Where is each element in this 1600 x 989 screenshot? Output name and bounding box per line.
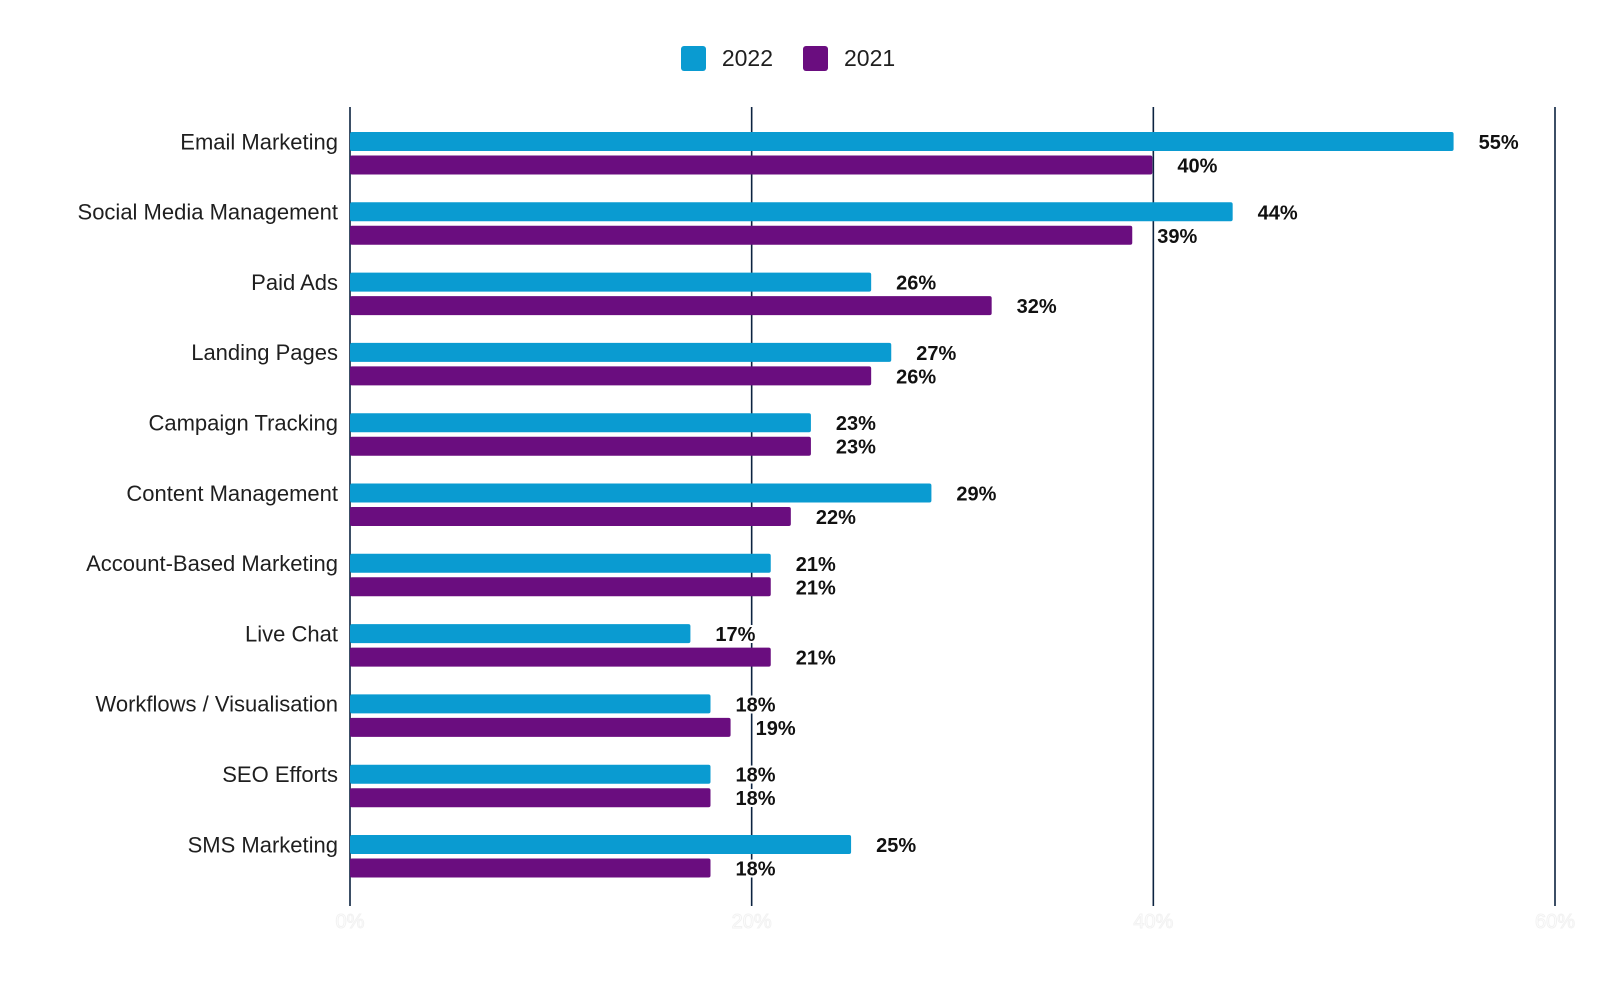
bar-2021 bbox=[350, 155, 1153, 175]
legend-item-2021[interactable]: 2021 bbox=[803, 45, 895, 72]
bar-2022 bbox=[350, 553, 771, 573]
data-label: 19% bbox=[756, 718, 796, 740]
category-label: Live Chat bbox=[245, 621, 338, 646]
category-label: Email Marketing bbox=[180, 129, 338, 154]
legend-label-2021: 2021 bbox=[844, 45, 896, 71]
bar-2022 bbox=[350, 835, 852, 854]
category-label: Account-Based Marketing bbox=[86, 551, 338, 576]
data-label: 23% bbox=[836, 437, 876, 459]
bar-2021 bbox=[350, 225, 1133, 245]
data-label: 18% bbox=[736, 788, 776, 810]
data-label: 44% bbox=[1258, 202, 1298, 224]
data-label: 18% bbox=[736, 694, 776, 716]
bar-2021 bbox=[350, 507, 791, 526]
data-label: 40% bbox=[1177, 156, 1217, 178]
category-label: SMS Marketing bbox=[188, 832, 338, 857]
category-label: Campaign Tracking bbox=[148, 410, 338, 435]
data-label: 18% bbox=[736, 765, 776, 787]
bar-2021 bbox=[350, 858, 711, 878]
bar-2021 bbox=[350, 647, 771, 667]
data-label: 21% bbox=[796, 648, 836, 670]
data-label: 32% bbox=[1017, 296, 1057, 318]
bar-2021 bbox=[350, 296, 992, 316]
legend: 2022 2021 bbox=[0, 45, 1588, 72]
data-label: 39% bbox=[1157, 226, 1197, 248]
data-label: 23% bbox=[836, 413, 876, 435]
data-label: 21% bbox=[796, 577, 836, 599]
bar-2022 bbox=[350, 272, 872, 292]
legend-item-2022[interactable]: 2022 bbox=[680, 45, 773, 72]
category-label: SEO Efforts bbox=[222, 762, 338, 787]
x-tick-label: 60% bbox=[1535, 911, 1575, 933]
data-label: 17% bbox=[715, 624, 755, 646]
data-label: 29% bbox=[956, 484, 996, 506]
data-label: 21% bbox=[796, 554, 836, 576]
x-tick-label: 0% bbox=[336, 911, 365, 933]
data-label: 27% bbox=[916, 343, 956, 365]
data-label: 26% bbox=[896, 366, 936, 388]
bar-2022 bbox=[350, 764, 711, 784]
bar-2021 bbox=[350, 788, 711, 808]
bar-2022 bbox=[350, 694, 711, 714]
bar-2022 bbox=[350, 342, 892, 362]
category-label: Landing Pages bbox=[191, 340, 338, 365]
bar-2021 bbox=[350, 717, 731, 737]
bar-2021 bbox=[350, 366, 872, 386]
bar-2021 bbox=[350, 436, 811, 456]
category-label: Paid Ads bbox=[251, 270, 338, 295]
data-label: 26% bbox=[896, 273, 936, 295]
data-label: 18% bbox=[736, 859, 776, 881]
category-label: Content Management bbox=[126, 481, 338, 506]
bar-2022 bbox=[350, 413, 811, 433]
x-tick-label: 40% bbox=[1133, 911, 1173, 933]
legend-label-2022: 2022 bbox=[721, 45, 773, 71]
legend-swatch-2022 bbox=[680, 46, 706, 71]
category-label: Workflows / Visualisation bbox=[95, 692, 338, 717]
category-label: Social Media Management bbox=[78, 200, 338, 225]
data-label: 22% bbox=[816, 507, 856, 529]
bar-2022 bbox=[350, 483, 932, 503]
data-label: 25% bbox=[876, 835, 916, 857]
bar-2022 bbox=[350, 624, 691, 644]
bar-2022 bbox=[350, 202, 1233, 222]
legend-swatch-2021 bbox=[803, 46, 828, 71]
x-tick-label: 20% bbox=[732, 911, 772, 933]
bar-2022 bbox=[350, 132, 1454, 151]
data-label: 55% bbox=[1479, 132, 1519, 154]
bar-2021 bbox=[350, 577, 771, 597]
